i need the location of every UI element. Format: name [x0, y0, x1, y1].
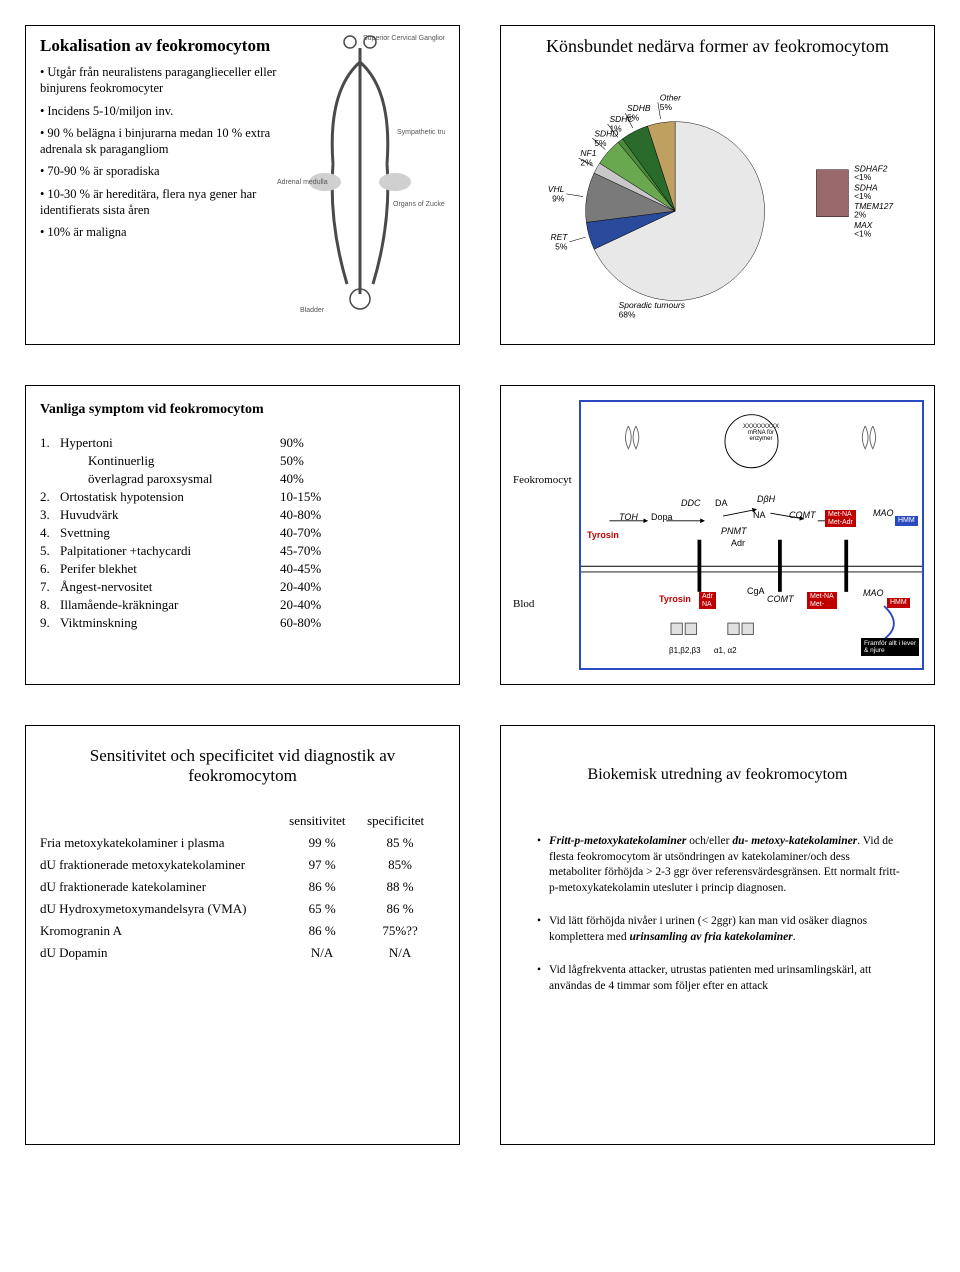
- panel-biochem: Biokemisk utredning av feokromocytom Fri…: [500, 725, 935, 1145]
- sens-row: dU fraktionerade katekolaminer86 %88 %: [40, 876, 445, 898]
- sens-header: sensitivitetspecificitet: [40, 810, 445, 832]
- panel1-bullet: 70-90 % är sporadiska: [40, 163, 295, 179]
- svg-text:Adrenal medulla: Adrenal medulla: [277, 179, 328, 186]
- biochem-bullet-3: Vid lågfrekventa attacker, utrustas pati…: [533, 963, 902, 994]
- symptom-row: 2.Ortostatisk hypotension10-15%: [40, 488, 350, 506]
- lbl-dbh: DβH: [757, 494, 775, 504]
- symptom-row: 9.Viktminskning60-80%: [40, 614, 350, 632]
- symptom-row: 8.Illamående-kräkningar20-40%: [40, 596, 350, 614]
- lbl-tyrosin-cell: Tyrosin: [587, 530, 619, 540]
- panel1-bullets: Utgår från neuralistens paragangliecelle…: [40, 64, 295, 240]
- panel6-title: Biokemisk utredning av feokromocytom: [515, 766, 920, 784]
- panel5-title: Sensitivitet och specificitet vid diagno…: [70, 746, 415, 786]
- lbl-comt-blod: COMT: [767, 594, 794, 604]
- sens-row: dU fraktionerade metoxykatekolaminer97 %…: [40, 854, 445, 876]
- lbl-comt: COMT: [789, 510, 816, 520]
- lbl-toh: TOH: [619, 512, 638, 522]
- lbl-mao-blod: MAO: [863, 588, 884, 598]
- panel-symptoms: Vanliga symptom vid feokromocytom 1.Hype…: [25, 385, 460, 685]
- sensitivity-table: sensitivitetspecificitetFria metoxykatek…: [40, 810, 445, 964]
- svg-text:5%: 5%: [660, 102, 673, 112]
- panel-hereditary-pie: Könsbundet nedärva former av feokromocyt…: [500, 25, 935, 345]
- panel3-title: Vanliga symptom vid feokromocytom: [40, 402, 445, 418]
- panel-sensitivity: Sensitivitet och specificitet vid diagno…: [25, 725, 460, 1145]
- sens-row: dU Hydroxymetoxymandelsyra (VMA)65 %86 %: [40, 898, 445, 920]
- svg-text:2%: 2%: [854, 210, 867, 220]
- panel2-title: Könsbundet nedärva former av feokromocyt…: [515, 36, 920, 57]
- panel1-bullet: 10% är maligna: [40, 224, 295, 240]
- panel1-bullet: Utgår från neuralistens paragangliecelle…: [40, 64, 295, 97]
- svg-text:<1%: <1%: [854, 172, 872, 182]
- svg-text:Organs of Zuckerkandl: Organs of Zuckerkandl: [393, 201, 445, 208]
- box-metna-blod: Met-NAMet-: [807, 592, 837, 609]
- lbl-pnmt: PNMT: [721, 526, 747, 536]
- panel6-bullets: Fritt-p-metoxykatekolaminer och/eller du…: [515, 834, 920, 994]
- box-metna-cell: Met-NAMet-Adr: [825, 510, 856, 527]
- lbl-cga: CgA: [747, 586, 765, 596]
- svg-text:Superior Cervical Ganglion: Superior Cervical Ganglion: [363, 35, 445, 42]
- box-adr-na: AdrNA: [699, 592, 716, 609]
- biosynthesis-diagram: Feokromocyt Blod: [579, 400, 924, 670]
- lbl-ddc: DDC: [681, 498, 701, 508]
- svg-text:Sympathetic trunk: Sympathetic trunk: [397, 129, 445, 136]
- label-blod: Blod: [513, 598, 534, 610]
- symptom-row: 7.Ångest-nervositet20-40%: [40, 578, 350, 596]
- symptom-subrow: överlagrad paroxsysmal40%: [40, 470, 350, 488]
- symptom-subrow: Kontinuerlig50%: [40, 452, 350, 470]
- symptom-row: 1.Hypertoni90%: [40, 434, 350, 452]
- label-feokromocyt: Feokromocyt: [513, 474, 572, 486]
- panel-localisation: Lokalisation av feokromocytom Utgår från…: [25, 25, 460, 345]
- lbl-na: NA: [753, 510, 766, 520]
- panel-biosynthesis: Feokromocyt Blod: [500, 385, 935, 685]
- svg-text:5%: 5%: [555, 241, 568, 251]
- box-hmm-blod: HMM: [887, 598, 910, 608]
- svg-text:Bladder: Bladder: [300, 307, 325, 314]
- symptom-row: 6.Perifer blekhet40-45%: [40, 560, 350, 578]
- lbl-adr: Adr: [731, 538, 745, 548]
- symptom-row: 3.Huvudvärk40-80%: [40, 506, 350, 524]
- svg-text:<1%: <1%: [854, 191, 872, 201]
- lbl-mao: MAO: [873, 508, 894, 518]
- svg-text:68%: 68%: [619, 310, 636, 320]
- biochem-bullet-1: Fritt-p-metoxykatekolaminer och/eller du…: [533, 834, 902, 896]
- lbl-da: DA: [715, 498, 728, 508]
- symptom-row: 4.Svettning40-70%: [40, 524, 350, 542]
- lbl-tyrosin-blod: Tyrosin: [659, 594, 691, 604]
- panel1-title: Lokalisation av feokromocytom: [40, 36, 295, 56]
- svg-text:9%: 9%: [552, 193, 565, 203]
- panel1-bullet: 90 % belägna i binjurarna medan 10 % ext…: [40, 125, 295, 158]
- panel1-bullet: 10-30 % är hereditära, flera nya gener h…: [40, 186, 295, 219]
- anatomy-figure: Superior Cervical Ganglion Sympathetic t…: [275, 34, 445, 324]
- svg-text:2%: 2%: [580, 158, 593, 168]
- symptom-table: 1.Hypertoni90%Kontinuerlig50%överlagrad …: [40, 434, 350, 632]
- biochem-bullet-2: Vid lätt förhöjda nivåer i urinen (< 2gg…: [533, 914, 902, 945]
- symptom-row: 5.Palpitationer +tachycardi45-70%: [40, 542, 350, 560]
- lbl-dopa: Dopa: [651, 512, 673, 522]
- pie-chart: RET5%VHL9%NF12%SDHD5%SDHC1%SDHB5%Other5%…: [515, 67, 920, 327]
- sens-row: Kromogranin A86 %75%??: [40, 920, 445, 942]
- panel1-bullet: Incidens 5-10/miljon inv.: [40, 103, 295, 119]
- svg-text:<1%: <1%: [854, 229, 872, 239]
- svg-text:5%: 5%: [594, 138, 607, 148]
- sens-row: Fria metoxykatekolaminer i plasma99 %85 …: [40, 832, 445, 854]
- svg-text:5%: 5%: [627, 112, 640, 122]
- box-hmm-cell: HMM: [895, 516, 918, 526]
- dna-box: XXXXXXXXX mRNA för enzymer: [731, 424, 791, 442]
- sens-row: dU DopaminN/AN/A: [40, 942, 445, 964]
- liver-note: Framför allt i lever & njure: [861, 638, 919, 656]
- svg-text:1%: 1%: [609, 124, 622, 134]
- lbl-receptors: β1,β2,β3 α1, α2: [669, 646, 737, 655]
